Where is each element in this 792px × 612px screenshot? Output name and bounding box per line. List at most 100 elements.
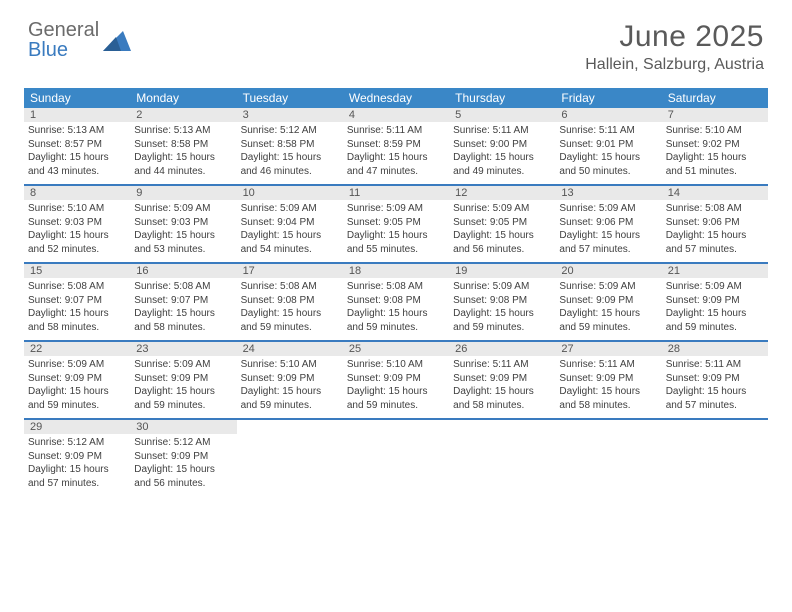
day-cell: 17 Sunrise: 5:08 AMSunset: 9:08 PMDayligh… xyxy=(237,264,343,340)
day-info: Sunrise: 5:09 AMSunset: 9:05 PMDaylight:… xyxy=(453,202,551,256)
day-cell: 14Sunrise: 5:08 AMSunset: 9:06 PMDayligh… xyxy=(662,186,768,262)
logo-triangle-icon xyxy=(103,29,131,51)
day-info: Sunrise: 5:12 AMSunset: 9:09 PMDaylight:… xyxy=(134,436,232,490)
day-cell xyxy=(662,420,768,496)
day-number: 2 xyxy=(130,108,236,122)
day-number: 3 xyxy=(237,108,343,122)
day-header: Friday xyxy=(555,88,661,108)
day-info: Sunrise: 5:09 AMSunset: 9:04 PMDaylight:… xyxy=(241,202,339,256)
day-cell xyxy=(343,420,449,496)
day-cell: 2 Sunrise: 5:13 AMSunset: 8:58 PMDaylight… xyxy=(130,108,236,184)
day-info: Sunrise: 5:10 AMSunset: 9:09 PMDaylight:… xyxy=(241,358,339,412)
day-number: 21 xyxy=(662,264,768,278)
day-header: Monday xyxy=(130,88,236,108)
day-number: 11 xyxy=(343,186,449,200)
day-cell: 5Sunrise: 5:11 AMSunset: 9:00 PMDaylight… xyxy=(449,108,555,184)
day-number: 18 xyxy=(343,264,449,278)
day-number: 16 xyxy=(130,264,236,278)
day-cell: 28Sunrise: 5:11 AMSunset: 9:09 PMDayligh… xyxy=(662,342,768,418)
day-cell: 7Sunrise: 5:10 AMSunset: 9:02 PMDaylight… xyxy=(662,108,768,184)
day-number: 1 xyxy=(24,108,130,122)
day-number: 10 xyxy=(237,186,343,200)
day-number: 19 xyxy=(449,264,555,278)
day-cell: 16 Sunrise: 5:08 AMSunset: 9:07 PMDayligh… xyxy=(130,264,236,340)
day-cell: 10 Sunrise: 5:09 AMSunset: 9:04 PMDayligh… xyxy=(237,186,343,262)
day-cell xyxy=(555,420,661,496)
day-number: 22 xyxy=(24,342,130,356)
day-number: 24 xyxy=(237,342,343,356)
day-info: Sunrise: 5:11 AMSunset: 9:09 PMDaylight:… xyxy=(453,358,551,412)
day-info: Sunrise: 5:12 AMSunset: 9:09 PMDaylight:… xyxy=(28,436,126,490)
day-info: Sunrise: 5:12 AMSunset: 8:58 PMDaylight:… xyxy=(241,124,339,178)
day-number: 26 xyxy=(449,342,555,356)
day-info: Sunrise: 5:09 AMSunset: 9:06 PMDaylight:… xyxy=(559,202,657,256)
day-cell: 9 Sunrise: 5:09 AMSunset: 9:03 PMDaylight… xyxy=(130,186,236,262)
day-cell: 23 Sunrise: 5:09 AMSunset: 9:09 PMDayligh… xyxy=(130,342,236,418)
day-cell: 30Sunrise: 5:12 AMSunset: 9:09 PMDayligh… xyxy=(130,420,236,496)
day-number: 4 xyxy=(343,108,449,122)
logo-text-blue: Blue xyxy=(28,40,99,60)
day-cell: 1Sunrise: 5:13 AMSunset: 8:57 PMDaylight… xyxy=(24,108,130,184)
day-cell xyxy=(449,420,555,496)
week-row: 29 Sunrise: 5:12 AMSunset: 9:09 PMDayligh… xyxy=(24,418,768,496)
day-info: Sunrise: 5:11 AMSunset: 9:09 PMDaylight:… xyxy=(666,358,764,412)
week-row: 1Sunrise: 5:13 AMSunset: 8:57 PMDaylight… xyxy=(24,108,768,184)
day-info: Sunrise: 5:11 AMSunset: 9:01 PMDaylight:… xyxy=(559,124,657,178)
day-info: Sunrise: 5:09 AMSunset: 9:09 PMDaylight:… xyxy=(134,358,232,412)
day-number: 27 xyxy=(555,342,661,356)
day-cell: 21Sunrise: 5:09 AMSunset: 9:09 PMDayligh… xyxy=(662,264,768,340)
logo: General Blue xyxy=(28,20,131,60)
day-cell: 25 Sunrise: 5:10 AMSunset: 9:09 PMDayligh… xyxy=(343,342,449,418)
week-row: 15 Sunrise: 5:08 AMSunset: 9:07 PMDayligh… xyxy=(24,262,768,340)
day-info: Sunrise: 5:09 AMSunset: 9:03 PMDaylight:… xyxy=(134,202,232,256)
day-number: 17 xyxy=(237,264,343,278)
day-info: Sunrise: 5:08 AMSunset: 9:06 PMDaylight:… xyxy=(666,202,764,256)
day-number: 25 xyxy=(343,342,449,356)
day-cell: 15 Sunrise: 5:08 AMSunset: 9:07 PMDayligh… xyxy=(24,264,130,340)
day-cell: 18Sunrise: 5:08 AMSunset: 9:08 PMDayligh… xyxy=(343,264,449,340)
day-info: Sunrise: 5:08 AMSunset: 9:07 PMDaylight:… xyxy=(134,280,232,334)
day-info: Sunrise: 5:10 AMSunset: 9:03 PMDaylight:… xyxy=(28,202,126,256)
day-number: 15 xyxy=(24,264,130,278)
day-number: 23 xyxy=(130,342,236,356)
week-row: 8Sunrise: 5:10 AMSunset: 9:03 PMDaylight… xyxy=(24,184,768,262)
day-info: Sunrise: 5:13 AMSunset: 8:58 PMDaylight:… xyxy=(134,124,232,178)
day-cell: 22 Sunrise: 5:09 AMSunset: 9:09 PMDayligh… xyxy=(24,342,130,418)
day-cell: 4 Sunrise: 5:11 AMSunset: 8:59 PMDaylight… xyxy=(343,108,449,184)
logo-text-general: General xyxy=(28,20,99,40)
day-number: 6 xyxy=(555,108,661,122)
day-cell: 26 Sunrise: 5:11 AMSunset: 9:09 PMDayligh… xyxy=(449,342,555,418)
day-info: Sunrise: 5:11 AMSunset: 9:09 PMDaylight:… xyxy=(559,358,657,412)
day-header: Tuesday xyxy=(237,88,343,108)
week-row: 22 Sunrise: 5:09 AMSunset: 9:09 PMDayligh… xyxy=(24,340,768,418)
day-info: Sunrise: 5:11 AMSunset: 9:00 PMDaylight:… xyxy=(453,124,551,178)
logo-text-block: General Blue xyxy=(28,20,99,60)
day-info: Sunrise: 5:08 AMSunset: 9:07 PMDaylight:… xyxy=(28,280,126,334)
day-number: 7 xyxy=(662,108,768,122)
calendar: SundayMondayTuesdayWednesdayThursdayFrid… xyxy=(24,88,768,496)
day-number: 9 xyxy=(130,186,236,200)
day-cell: 29 Sunrise: 5:12 AMSunset: 9:09 PMDayligh… xyxy=(24,420,130,496)
day-number: 20 xyxy=(555,264,661,278)
day-info: Sunrise: 5:08 AMSunset: 9:08 PMDaylight:… xyxy=(241,280,339,334)
day-cell: 6 Sunrise: 5:11 AMSunset: 9:01 PMDaylight… xyxy=(555,108,661,184)
day-info: Sunrise: 5:09 AMSunset: 9:09 PMDaylight:… xyxy=(28,358,126,412)
location: Hallein, Salzburg, Austria xyxy=(585,56,764,74)
day-number: 29 xyxy=(24,420,130,434)
title-block: June 2025 Hallein, Salzburg, Austria xyxy=(585,20,764,74)
header: General Blue June 2025 Hallein, Salzburg… xyxy=(0,0,792,80)
day-cell: 13Sunrise: 5:09 AMSunset: 9:06 PMDayligh… xyxy=(555,186,661,262)
day-info: Sunrise: 5:09 AMSunset: 9:09 PMDaylight:… xyxy=(559,280,657,334)
day-info: Sunrise: 5:09 AMSunset: 9:05 PMDaylight:… xyxy=(347,202,445,256)
day-number: 12 xyxy=(449,186,555,200)
day-cell: 19 Sunrise: 5:09 AMSunset: 9:08 PMDayligh… xyxy=(449,264,555,340)
day-header: Thursday xyxy=(449,88,555,108)
day-info: Sunrise: 5:10 AMSunset: 9:09 PMDaylight:… xyxy=(347,358,445,412)
day-info: Sunrise: 5:09 AMSunset: 9:08 PMDaylight:… xyxy=(453,280,551,334)
day-cell: 24 Sunrise: 5:10 AMSunset: 9:09 PMDayligh… xyxy=(237,342,343,418)
day-headers: SundayMondayTuesdayWednesdayThursdayFrid… xyxy=(24,88,768,108)
day-cell: 11 Sunrise: 5:09 AMSunset: 9:05 PMDayligh… xyxy=(343,186,449,262)
day-header: Saturday xyxy=(662,88,768,108)
day-cell xyxy=(237,420,343,496)
day-info: Sunrise: 5:11 AMSunset: 8:59 PMDaylight:… xyxy=(347,124,445,178)
